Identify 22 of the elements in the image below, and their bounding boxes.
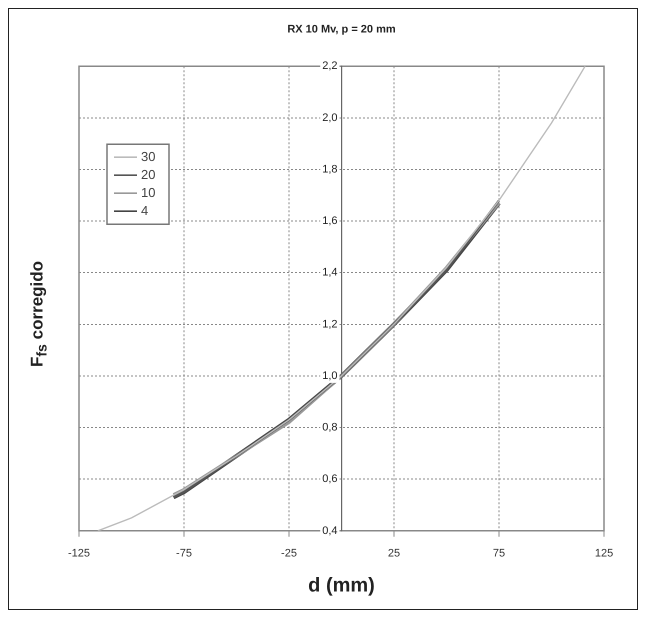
- x-tick-label: 25: [388, 547, 400, 560]
- x-tick-label: -25: [281, 547, 297, 560]
- y-tick-label: 2,0: [322, 112, 338, 124]
- x-tick-label: 125: [594, 547, 614, 560]
- y-tick-label: 0,4: [322, 524, 338, 537]
- y-tick-label: 1,2: [322, 318, 338, 330]
- y-tick-label: 1,0: [322, 370, 338, 382]
- y-tick-label: 0,8: [322, 422, 338, 434]
- x-tick-label: -75: [176, 547, 192, 560]
- x-tick-label: -125: [68, 547, 90, 560]
- y-tick-label: 0,6: [322, 473, 338, 486]
- x-tick-label: 75: [492, 547, 506, 560]
- y-tick-label: 1,4: [322, 266, 338, 279]
- legend-label: 20: [141, 166, 156, 182]
- y-tick-label: 2,2: [322, 60, 338, 72]
- legend-label: 30: [141, 148, 156, 164]
- chart-title: RX 10 Mv, p = 20 mm: [287, 24, 396, 36]
- x-axis-title: d (mm): [308, 574, 375, 597]
- y-tick-label: 1,6: [322, 215, 338, 228]
- legend-label: 10: [141, 184, 156, 200]
- legend-label: 4: [141, 202, 148, 218]
- y-tick-label: 1,8: [322, 163, 338, 176]
